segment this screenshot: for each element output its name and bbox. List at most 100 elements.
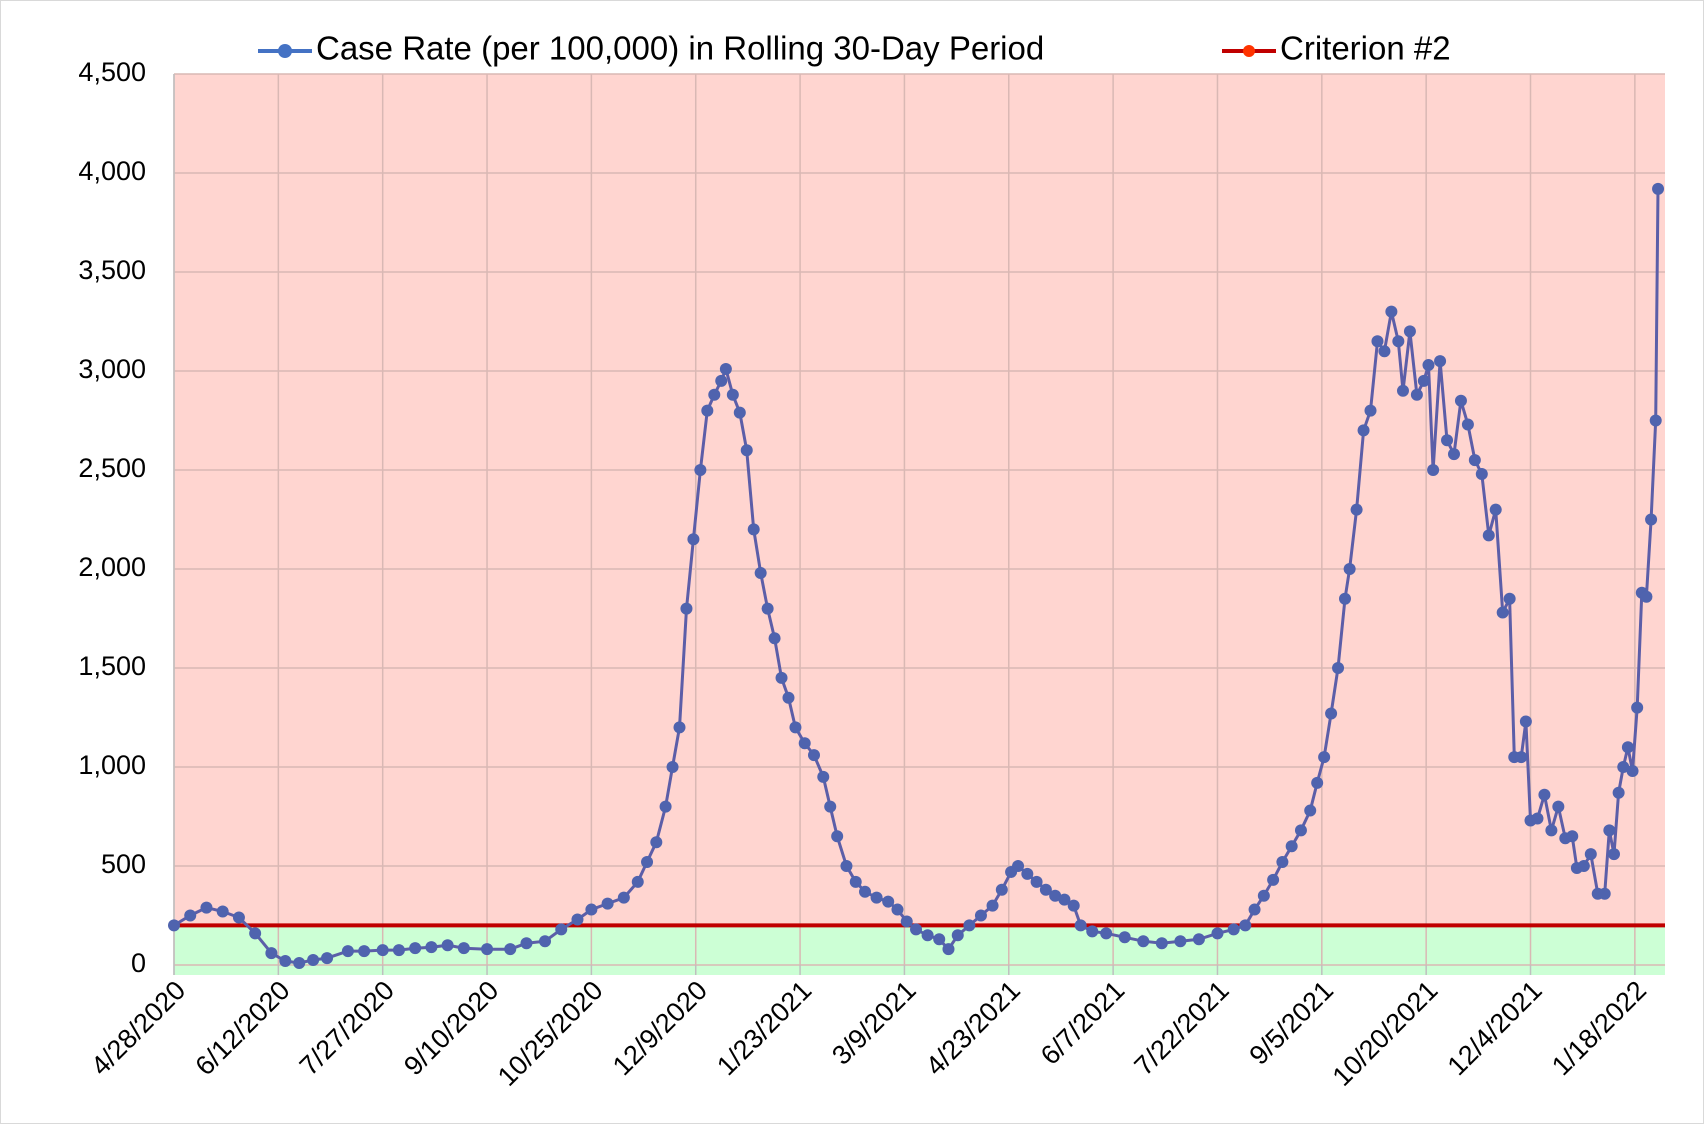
data-point xyxy=(200,901,213,914)
data-point xyxy=(1285,840,1298,853)
data-point xyxy=(631,875,644,888)
data-point xyxy=(666,761,679,773)
data-point xyxy=(1030,875,1043,888)
data-point xyxy=(768,632,781,645)
data-point xyxy=(520,937,533,950)
data-point xyxy=(1318,751,1331,764)
data-point xyxy=(1410,388,1423,401)
data-point xyxy=(747,523,760,536)
data-point xyxy=(265,947,278,960)
data-point xyxy=(1441,434,1454,447)
data-point xyxy=(1545,824,1558,837)
data-point xyxy=(974,909,987,922)
data-point xyxy=(807,749,820,762)
data-point xyxy=(1422,359,1435,372)
data-point xyxy=(376,944,389,957)
data-point xyxy=(216,905,229,918)
data-point xyxy=(1371,335,1384,348)
data-point xyxy=(1538,788,1551,801)
data-point xyxy=(740,444,753,457)
data-point xyxy=(232,911,245,924)
y-tick-label: 2,500 xyxy=(78,453,146,483)
data-point xyxy=(1427,464,1440,476)
data-point xyxy=(1434,355,1447,368)
y-tick-label: 1,000 xyxy=(78,750,146,780)
data-point xyxy=(1626,764,1639,777)
data-point xyxy=(1239,919,1252,932)
data-point xyxy=(933,933,946,946)
data-point xyxy=(891,903,904,916)
data-point xyxy=(824,800,837,813)
legend: Case Rate (per 100,000) in Rolling 30-Da… xyxy=(258,30,1451,67)
data-point xyxy=(1364,404,1377,417)
data-point xyxy=(1577,860,1590,872)
data-point xyxy=(1503,592,1516,605)
data-point xyxy=(585,903,598,916)
data-point xyxy=(641,856,654,869)
data-point xyxy=(775,671,788,684)
data-point xyxy=(701,404,714,417)
data-point xyxy=(817,770,830,783)
data-point xyxy=(942,943,955,956)
data-point xyxy=(307,954,320,967)
data-point xyxy=(1137,935,1150,948)
data-point xyxy=(694,464,707,476)
y-tick-label: 4,500 xyxy=(78,57,146,87)
data-point xyxy=(1621,741,1634,754)
data-point xyxy=(293,957,306,970)
data-point xyxy=(1396,384,1409,397)
data-point xyxy=(715,374,728,387)
plot-area xyxy=(168,73,1665,975)
legend-label: Criterion #2 xyxy=(1280,30,1451,67)
data-point xyxy=(1357,424,1370,437)
data-point xyxy=(1417,374,1430,387)
data-point xyxy=(601,897,614,910)
data-point xyxy=(1155,937,1168,950)
data-point xyxy=(859,885,872,898)
data-point xyxy=(1617,761,1630,773)
data-point xyxy=(1021,867,1034,880)
data-point xyxy=(571,913,584,926)
data-point xyxy=(687,533,700,546)
data-point xyxy=(1332,662,1345,674)
data-point xyxy=(1403,325,1416,338)
data-point xyxy=(1475,467,1488,480)
data-point xyxy=(1211,927,1224,940)
y-tick-label: 0 xyxy=(131,948,146,978)
data-point xyxy=(441,939,454,952)
data-point xyxy=(1519,715,1532,728)
y-tick-label: 3,500 xyxy=(78,255,146,285)
data-point xyxy=(425,941,438,954)
data-point xyxy=(951,929,964,942)
data-point xyxy=(1607,848,1620,861)
data-point xyxy=(1067,899,1080,912)
data-point xyxy=(754,566,767,579)
data-point xyxy=(831,830,844,843)
data-point xyxy=(733,406,746,419)
data-point xyxy=(1086,925,1099,938)
data-point xyxy=(840,860,853,872)
data-point xyxy=(1174,935,1187,948)
data-point xyxy=(1276,856,1289,869)
data-point xyxy=(1552,800,1565,813)
data-point xyxy=(1612,786,1625,799)
data-point xyxy=(1248,903,1261,916)
data-point xyxy=(849,875,862,888)
data-point xyxy=(719,363,732,376)
data-point xyxy=(1584,848,1597,861)
data-point xyxy=(1496,606,1509,619)
data-point xyxy=(1454,394,1467,407)
data-point xyxy=(761,602,774,615)
data-point xyxy=(184,909,197,922)
data-point xyxy=(1118,931,1131,944)
data-point xyxy=(539,935,552,948)
data-point xyxy=(1294,824,1307,837)
data-point xyxy=(617,891,630,904)
data-point xyxy=(1257,889,1270,902)
data-point xyxy=(1074,919,1087,932)
data-point xyxy=(1058,893,1071,906)
data-point xyxy=(1566,830,1579,843)
data-point xyxy=(1482,529,1495,542)
data-point xyxy=(358,945,371,958)
data-point xyxy=(1515,751,1528,764)
